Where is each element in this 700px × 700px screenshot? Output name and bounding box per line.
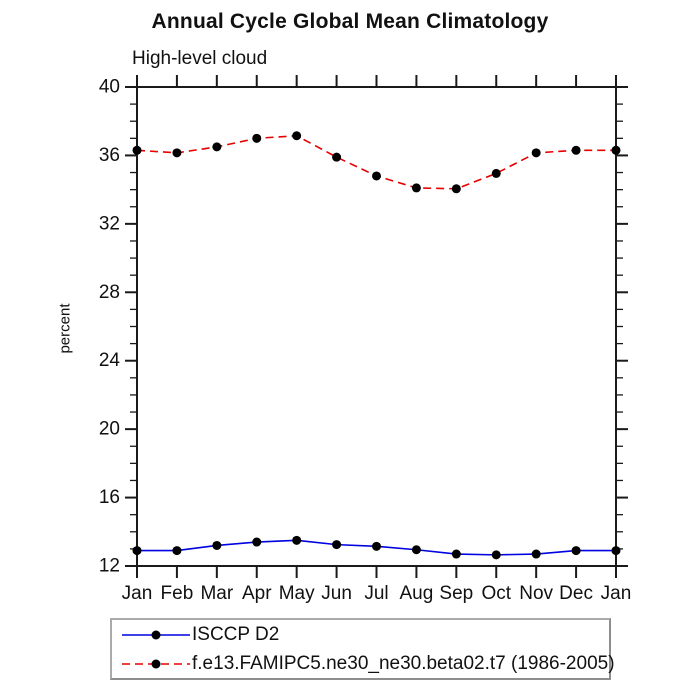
series-marker-1 — [172, 148, 182, 158]
series-marker-0 — [611, 546, 621, 556]
series-marker-0 — [132, 546, 142, 556]
x-tick-label: Oct — [481, 583, 511, 604]
y-tick-label: 20 — [99, 419, 120, 440]
series-marker-1 — [411, 183, 421, 193]
legend-sample-marker-0 — [151, 630, 161, 639]
legend: ISCCP D2 f.e13.FAMIPC5.ne30_ne30.beta02.… — [110, 618, 615, 680]
series-marker-0 — [212, 540, 222, 550]
series-marker-1 — [611, 145, 621, 155]
x-tick-label: May — [279, 583, 315, 604]
series-marker-0 — [332, 540, 342, 550]
series-marker-1 — [451, 184, 461, 194]
x-tick-label: Jan — [122, 583, 153, 604]
x-tick-label: Jun — [321, 583, 352, 604]
legend-line-sample-dashed — [122, 659, 190, 668]
x-tick-label: Jan — [601, 583, 632, 604]
series-line-1 — [136, 134, 616, 190]
series-marker-1 — [491, 168, 501, 178]
series-marker-1 — [531, 148, 541, 158]
series-marker-0 — [491, 550, 501, 560]
y-tick-label: 16 — [99, 487, 120, 508]
y-tick-label: 36 — [99, 145, 120, 166]
y-tick-label: 24 — [99, 350, 121, 371]
series-marker-1 — [252, 133, 262, 143]
series-marker-1 — [332, 152, 342, 162]
legend-sample-marker-1 — [151, 659, 161, 668]
series-marker-0 — [252, 537, 262, 547]
y-tick-label: 12 — [99, 556, 120, 577]
chart-subtitle: High-level cloud — [132, 48, 268, 69]
series-marker-0 — [172, 546, 182, 556]
series-marker-0 — [372, 541, 381, 551]
legend-label-obs: ISCCP D2 — [192, 624, 280, 645]
x-tick-label: Apr — [242, 583, 272, 604]
series-marker-0 — [292, 535, 302, 545]
x-tick-label: Feb — [161, 583, 194, 604]
legend-entry-model: f.e13.FAMIPC5.ne30_ne30.beta02.t7 (1986-… — [112, 650, 615, 677]
plot-frame — [136, 86, 617, 567]
x-tick-label: Mar — [200, 583, 233, 604]
x-tick-label: Nov — [519, 583, 553, 604]
legend-line-sample-solid — [122, 630, 190, 639]
x-tick-label: Aug — [400, 583, 434, 604]
chart-title: Annual Cycle Global Mean Climatology — [151, 10, 549, 33]
series-marker-0 — [531, 549, 541, 559]
x-tick-label: Dec — [559, 583, 593, 604]
x-tick-label: Sep — [439, 583, 473, 604]
series-marker-1 — [212, 142, 222, 152]
series-marker-0 — [571, 546, 581, 556]
series-marker-1 — [292, 131, 302, 141]
y-tick-label: 32 — [99, 213, 120, 234]
legend-label-model: f.e13.FAMIPC5.ne30_ne30.beta02.t7 (1986-… — [192, 653, 615, 674]
series-marker-1 — [372, 171, 381, 181]
x-tick-label: Jul — [364, 583, 388, 604]
y-tick-label: 40 — [99, 77, 120, 98]
series-marker-1 — [571, 145, 581, 155]
series-marker-0 — [411, 545, 421, 555]
series-marker-1 — [132, 145, 142, 155]
legend-entry-obs: ISCCP D2 — [112, 621, 609, 648]
series-marker-0 — [451, 549, 461, 559]
y-tick-label: 28 — [99, 282, 120, 303]
